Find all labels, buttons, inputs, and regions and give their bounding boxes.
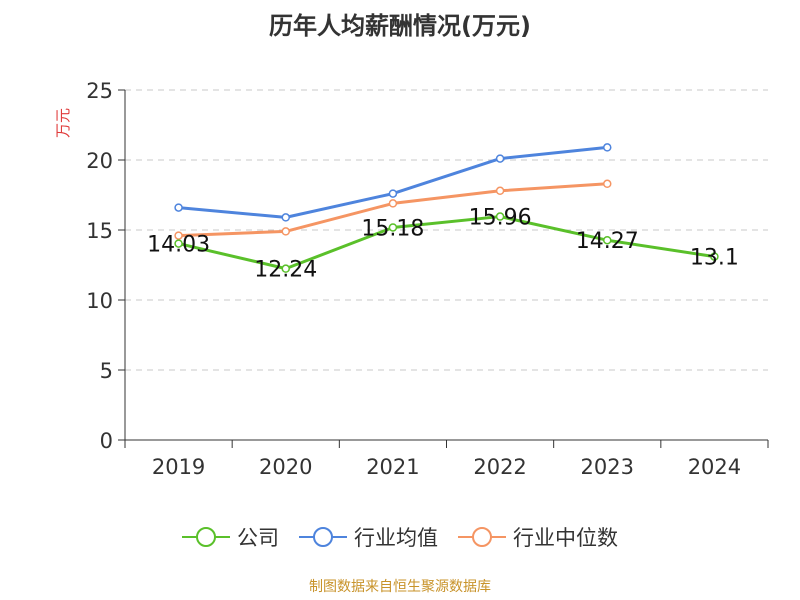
point-0-2 <box>388 223 398 232</box>
point-1-2 <box>388 189 398 198</box>
data-label-2023: 14.27 <box>576 229 639 254</box>
point-0-3 <box>495 212 505 221</box>
y-tick-label-0: 0 <box>100 429 113 453</box>
y-tick-label-25: 25 <box>86 79 113 103</box>
y-tick-label-10: 10 <box>86 289 113 313</box>
x-tick-label-2021: 2021 <box>366 455 419 479</box>
data-label-2021: 15.18 <box>361 216 424 241</box>
point-2-3 <box>495 186 505 196</box>
y-tick-label-20: 20 <box>86 149 113 173</box>
legend: 公司 行业均值 行业中位数 <box>182 526 618 550</box>
legend-label-2: 行业中位数 <box>513 526 618 550</box>
data-label-2022: 15.96 <box>469 206 532 231</box>
y-tick-label-15: 15 <box>86 219 113 243</box>
gridlines <box>125 89 768 371</box>
axes: 0 5 10 15 20 25 2019 2020 2021 2022 2023 2024 <box>86 79 769 479</box>
point-0-0 <box>174 239 183 248</box>
y-axis-label: 万元 <box>54 108 72 138</box>
y-tick-label-5: 5 <box>100 359 113 383</box>
series-line-0 <box>178 215 715 271</box>
point-2-4 <box>603 179 612 189</box>
x-tick-label-2019: 2019 <box>152 455 205 479</box>
point-2-2 <box>388 199 398 208</box>
chart-title: 历年人均薪酬情况(万元) <box>269 12 531 40</box>
source-note: 制图数据来自恒生聚源数据库 <box>309 579 491 595</box>
data-labels: 14.03 12.24 15.18 15.96 14.27 13.1 <box>147 206 739 283</box>
point-1-0 <box>174 203 183 212</box>
point-1-3 <box>495 154 505 163</box>
legend-marker-1 <box>313 527 333 547</box>
x-tick-label-2020: 2020 <box>259 455 312 479</box>
data-label-2024: 13.1 <box>690 246 739 271</box>
legend-marker-0 <box>196 527 216 547</box>
point-0-4 <box>603 235 612 245</box>
series-layer <box>174 143 719 273</box>
x-tick-label-2023: 2023 <box>581 455 634 479</box>
point-2-0 <box>174 231 183 240</box>
point-2-1 <box>281 227 290 236</box>
legend-label-1: 行业均值 <box>354 526 438 550</box>
data-label-2019: 14.03 <box>147 233 210 258</box>
point-1-1 <box>281 213 290 222</box>
point-0-1 <box>281 264 290 273</box>
x-tick-label-2024: 2024 <box>688 455 741 479</box>
legend-marker-2 <box>472 527 492 547</box>
x-tick-label-2022: 2022 <box>473 455 526 479</box>
legend-label-0: 公司 <box>237 526 279 550</box>
point-0-5 <box>710 252 719 261</box>
data-label-2020: 12.24 <box>254 258 317 283</box>
point-1-4 <box>603 143 612 152</box>
